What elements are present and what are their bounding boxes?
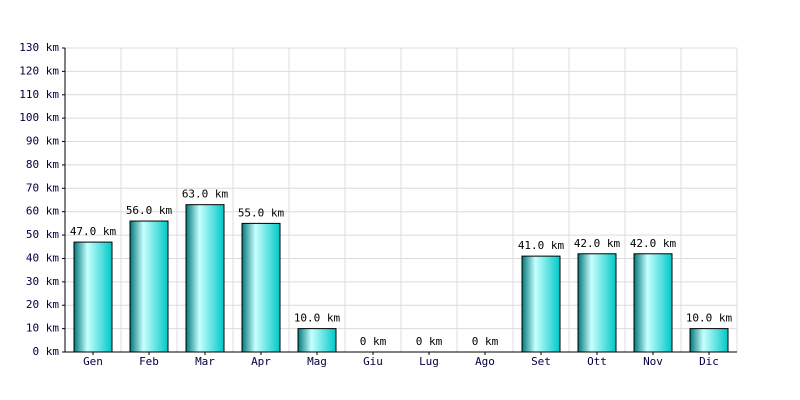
x-tick-label: Ott — [587, 355, 607, 368]
bar — [185, 204, 225, 353]
x-tick-label: Mar — [195, 355, 215, 368]
bar — [577, 253, 617, 353]
y-tick-label: 0 km — [33, 345, 60, 358]
x-tick-label: Mag — [307, 355, 327, 368]
y-tick-label: 130 km — [19, 41, 59, 54]
y-tick-label: 110 km — [19, 88, 59, 101]
value-label: 42.0 km — [630, 237, 677, 250]
bar — [521, 255, 561, 353]
bar — [129, 220, 169, 353]
y-tick-label: 60 km — [26, 205, 59, 218]
y-tick-label: 40 km — [26, 251, 59, 264]
bar — [689, 328, 729, 353]
y-tick-label: 20 km — [26, 298, 59, 311]
x-tick-label: Dic — [699, 355, 719, 368]
bar — [633, 253, 673, 353]
value-label: 41.0 km — [518, 239, 565, 252]
bar — [297, 328, 337, 353]
y-tick-label: 90 km — [26, 135, 59, 148]
y-tick-label: 100 km — [19, 111, 59, 124]
value-label: 63.0 km — [182, 188, 229, 201]
x-tick-label: Apr — [251, 355, 271, 368]
x-tick-label: Giu — [363, 355, 383, 368]
bar — [241, 222, 281, 353]
x-tick-label: Lug — [419, 355, 439, 368]
y-tick-label: 80 km — [26, 158, 59, 171]
value-label: 55.0 km — [238, 206, 285, 219]
x-tick-label: Set — [531, 355, 551, 368]
value-label: 10.0 km — [686, 312, 733, 325]
y-tick-label: 70 km — [26, 181, 59, 194]
value-label: 56.0 km — [126, 204, 173, 217]
value-label: 0 km — [416, 335, 443, 348]
bar — [73, 241, 113, 353]
value-label: 47.0 km — [70, 225, 117, 238]
value-label: 42.0 km — [574, 237, 621, 250]
y-tick-label: 10 km — [26, 322, 59, 335]
y-tick-label: 50 km — [26, 228, 59, 241]
value-label: 0 km — [472, 335, 499, 348]
value-label: 0 km — [360, 335, 387, 348]
y-tick-label: 30 km — [26, 275, 59, 288]
y-tick-label: 120 km — [19, 64, 59, 77]
x-tick-label: Gen — [83, 355, 103, 368]
x-tick-label: Nov — [643, 355, 663, 368]
x-tick-label: Feb — [139, 355, 159, 368]
value-label: 10.0 km — [294, 312, 341, 325]
x-tick-label: Ago — [475, 355, 495, 368]
